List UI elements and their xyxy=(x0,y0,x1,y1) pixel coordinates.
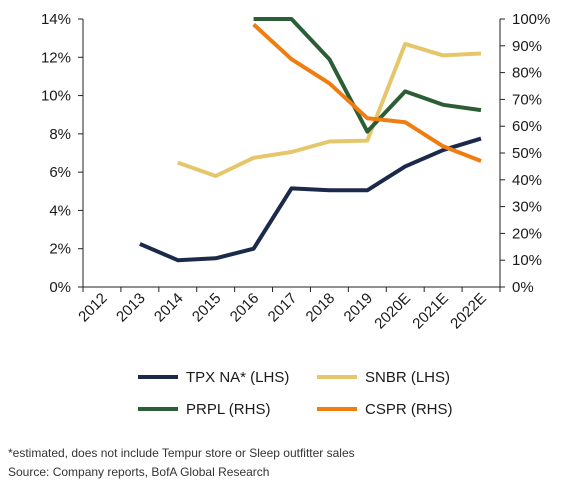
footnote: *estimated, does not include Tempur stor… xyxy=(8,446,355,460)
legend-label: SNBR (LHS) xyxy=(365,369,450,386)
legend: TPX NA* (LHS) SNBR (LHS) PRPL (RHS) CSPR (R… xyxy=(138,369,453,418)
right-tick-label: 50% xyxy=(512,145,542,162)
series-1 xyxy=(177,41,482,178)
left-tick-label: 4% xyxy=(49,202,71,219)
left-tick-label: 0% xyxy=(49,279,71,296)
legend-item: CSPR (RHS) xyxy=(317,401,453,418)
x-tick-label: 2012 xyxy=(75,290,111,326)
right-tick-label: 100% xyxy=(512,11,550,28)
legend-item: TPX NA* (LHS) xyxy=(138,369,289,386)
right-tick-label: 80% xyxy=(512,65,542,82)
right-tick-label: 20% xyxy=(512,225,542,242)
left-tick-label: 14% xyxy=(41,11,71,28)
right-tick-label: 40% xyxy=(512,172,542,189)
right-tick-label: 30% xyxy=(512,199,542,216)
series-line xyxy=(177,41,482,178)
left-tick-label: 2% xyxy=(49,241,71,258)
x-tick-label: 2017 xyxy=(265,290,301,326)
series-3 xyxy=(252,22,482,163)
left-tick-label: 6% xyxy=(49,164,71,181)
x-tick-label: 2018 xyxy=(303,290,339,326)
series-line xyxy=(252,22,482,163)
series-line xyxy=(253,17,482,134)
right-tick-label: 60% xyxy=(512,118,542,135)
source-note: Source: Company reports, BofA Global Res… xyxy=(8,465,270,479)
legend-item: PRPL (RHS) xyxy=(138,401,270,418)
x-tick-label: 2013 xyxy=(113,290,149,326)
x-tick-label: 2014 xyxy=(151,290,187,326)
right-tick-label: 90% xyxy=(512,38,542,55)
left-tick-label: 10% xyxy=(41,88,71,105)
series-line xyxy=(139,136,482,263)
series-0 xyxy=(139,136,482,263)
x-tick-label: 2020E xyxy=(371,290,414,333)
left-tick-label: 8% xyxy=(49,126,71,143)
axes: 0% 2% 4% 6% 8% 10% 12% 14% 0% 10% 20% 30% 40% 50% 60% 7… xyxy=(41,11,550,332)
right-tick-label: 70% xyxy=(512,91,542,108)
series-lines xyxy=(139,17,482,263)
x-tick-label: 2015 xyxy=(189,290,225,326)
x-tick-label: 2016 xyxy=(227,290,263,326)
right-tick-label: 0% xyxy=(512,279,534,296)
x-tick-label: 2022E xyxy=(447,290,490,333)
legend-label: TPX NA* (LHS) xyxy=(186,369,289,386)
right-tick-label: 10% xyxy=(512,252,542,269)
x-tick-label: 2021E xyxy=(409,290,452,333)
legend-item: SNBR (LHS) xyxy=(317,369,450,386)
legend-label: PRPL (RHS) xyxy=(186,401,270,418)
series-2 xyxy=(253,17,482,134)
left-tick-label: 12% xyxy=(41,49,71,66)
legend-label: CSPR (RHS) xyxy=(365,401,453,418)
